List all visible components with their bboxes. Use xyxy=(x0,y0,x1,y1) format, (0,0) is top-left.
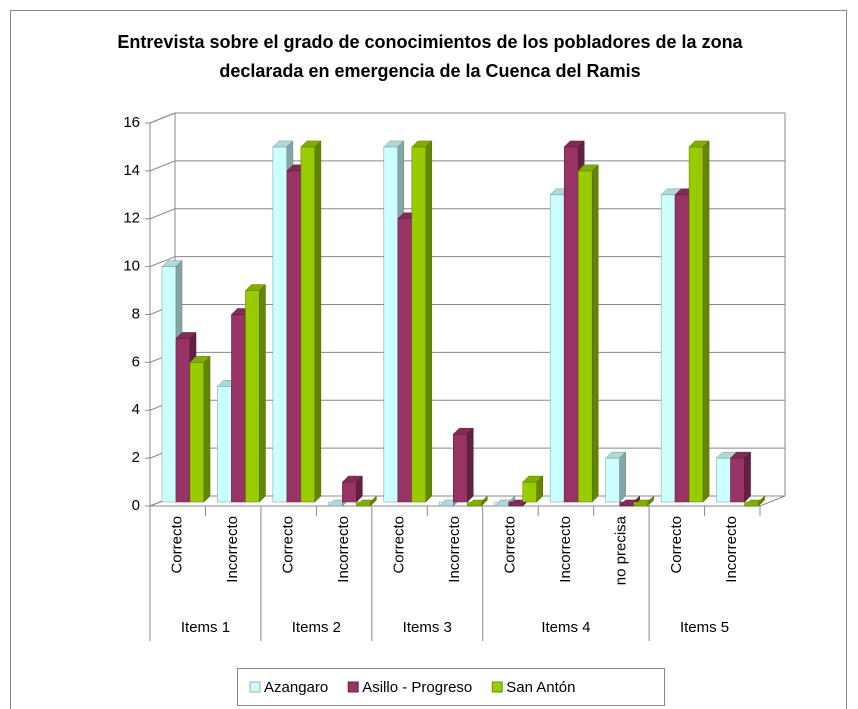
bar-front xyxy=(231,314,246,503)
chart-title: Entrevista sobre el grado de conocimient… xyxy=(117,32,743,81)
grid-line xyxy=(149,112,785,124)
bar-side xyxy=(259,283,266,503)
bar-front xyxy=(563,146,579,503)
legend-swatch xyxy=(491,681,503,693)
bar xyxy=(466,495,488,507)
bar xyxy=(341,475,363,503)
y-tick-label: 10 xyxy=(123,258,140,275)
legend-swatch xyxy=(347,681,359,693)
bar xyxy=(189,355,211,503)
bar-front xyxy=(300,146,316,503)
bar-front xyxy=(286,170,302,503)
bar-front xyxy=(522,481,537,503)
x-tick-label: Incorrecto xyxy=(224,516,241,583)
x-tick-label: Correcto xyxy=(668,516,685,574)
bar xyxy=(355,495,377,507)
group-label: Items 2 xyxy=(292,619,341,636)
y-tick-label: 0 xyxy=(132,497,140,514)
bar-side xyxy=(370,495,377,507)
group-label: Items 4 xyxy=(541,619,590,636)
bar xyxy=(633,495,655,507)
x-tick-label: Correcto xyxy=(169,516,186,574)
bar xyxy=(688,140,710,503)
x-tick-label: no precisa xyxy=(612,515,629,585)
bar-side xyxy=(619,451,626,503)
bar-front xyxy=(245,290,260,503)
bar xyxy=(411,140,433,503)
y-tick-label: 12 xyxy=(123,210,140,227)
y-tick-label: 14 xyxy=(123,162,140,179)
bar-front xyxy=(730,457,745,503)
bar-front xyxy=(189,362,205,503)
legend-box xyxy=(237,668,665,706)
y-tick-label: 2 xyxy=(132,449,140,466)
x-tick-label: Correcto xyxy=(391,516,408,574)
bar xyxy=(244,283,267,503)
x-tick-label: Incorrecto xyxy=(723,516,740,583)
x-tick-label: Correcto xyxy=(501,516,518,574)
bar-front xyxy=(272,146,288,503)
y-tick-label: 8 xyxy=(132,305,140,322)
legend-swatch xyxy=(249,681,261,693)
bar xyxy=(605,451,627,503)
bar-front xyxy=(217,386,232,503)
bar-front xyxy=(577,170,593,503)
bar-side xyxy=(203,355,211,503)
bar-side xyxy=(536,475,543,503)
legend-label: Asillo - Progreso xyxy=(362,679,472,696)
bar-front xyxy=(674,194,690,503)
bar-side xyxy=(744,451,751,503)
bar xyxy=(300,140,322,503)
bar-side xyxy=(481,495,488,507)
legend: Azangaro Asillo - Progreso San Antón xyxy=(237,668,665,706)
bar-side xyxy=(702,140,710,503)
bar-front xyxy=(175,338,191,503)
bar xyxy=(522,475,544,503)
bar-front xyxy=(549,194,565,503)
legend-label: San Antón xyxy=(506,679,575,696)
y-tick-label: 4 xyxy=(132,401,140,418)
group-label: Items 5 xyxy=(680,619,729,636)
bar-front xyxy=(453,433,468,503)
bar xyxy=(577,164,599,503)
bar-front xyxy=(342,481,357,503)
bar-side xyxy=(467,427,474,503)
x-tick-label: Incorrecto xyxy=(335,516,352,583)
x-tick-label: Incorrecto xyxy=(557,516,574,583)
group-label: Items 3 xyxy=(403,619,452,636)
bar xyxy=(743,495,766,507)
bar-front xyxy=(161,266,177,503)
bar-side xyxy=(356,475,363,503)
bar-front xyxy=(716,457,731,503)
x-tick-label: Correcto xyxy=(280,516,297,574)
bar-side xyxy=(647,495,654,507)
y-tick-label: 6 xyxy=(132,353,140,370)
bar-side xyxy=(591,164,599,503)
bar xyxy=(729,451,752,503)
bar-side xyxy=(758,495,765,507)
x-tick-label: Incorrecto xyxy=(446,516,463,583)
bar-front xyxy=(660,194,676,503)
bar xyxy=(452,427,474,503)
group-label: Items 1 xyxy=(181,619,230,636)
legend-label: Azangaro xyxy=(264,679,328,696)
bar-front xyxy=(397,218,413,503)
bar-side xyxy=(425,140,433,503)
bar-front xyxy=(605,457,620,503)
bar-front xyxy=(383,146,399,503)
bar-front xyxy=(411,146,427,503)
bar-side xyxy=(314,140,322,503)
bar-front xyxy=(688,146,704,503)
y-tick-label: 16 xyxy=(123,114,140,131)
